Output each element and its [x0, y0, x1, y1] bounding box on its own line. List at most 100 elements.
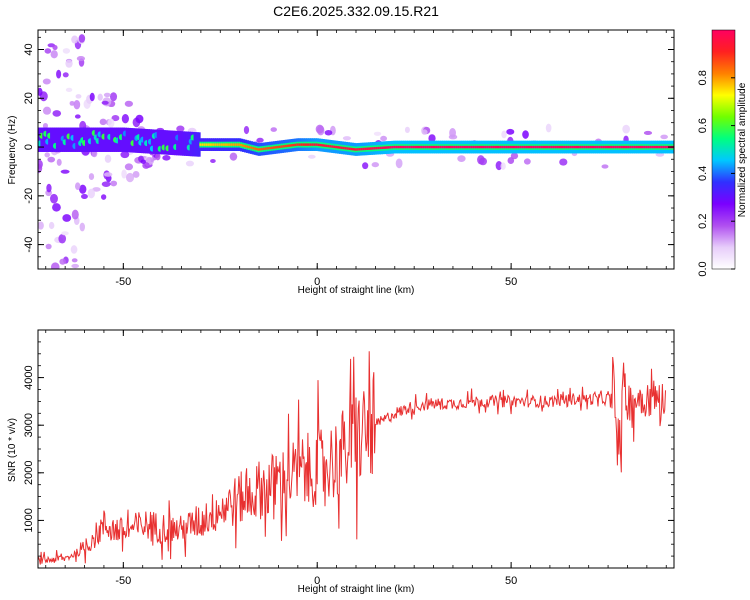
heatmap-noise-cell [428, 134, 436, 143]
heatmap-ridge-core [352, 148, 356, 151]
heatmap-noise-cell [80, 193, 88, 200]
heatmap-ridge-halo [102, 127, 106, 152]
heatmap-ridge-core [253, 147, 257, 150]
spectrogram-x-ticks: -50 0 50 [45, 30, 667, 288]
heatmap-ridge-halo [67, 127, 71, 152]
heatmap-ridge-core [424, 145, 428, 149]
heatmap-ridge-core [267, 147, 271, 150]
heatmap-ridge-core [561, 145, 566, 149]
heatmap-ridge-core [243, 144, 248, 148]
heatmap-ridge-core [565, 145, 570, 149]
heatmap-ridge-core [370, 147, 374, 150]
heatmap-ridge-core [484, 145, 488, 149]
heatmap-ridge-core [529, 145, 533, 149]
heatmap-ridge-halo [92, 127, 96, 152]
heatmap-ridge-core [465, 145, 469, 149]
heatmap-ridge-core [449, 145, 453, 149]
heatmap-ridge-core [311, 143, 316, 146]
heatmap-ridge-core [499, 145, 504, 149]
heatmap-ridge-core [306, 143, 310, 146]
heatmap-ridge-core [587, 145, 591, 149]
heatmap-noise-cell [140, 159, 146, 164]
heatmap-ridge-halo [176, 130, 180, 156]
heatmap-ridge-core [288, 144, 292, 147]
heatmap-ridge-halo [106, 127, 110, 152]
heatmap-ridge-core [575, 145, 579, 149]
heatmap-ridge-core [397, 145, 401, 149]
heatmap-ridge-core [399, 145, 403, 149]
heatmap-ridge-core [294, 143, 298, 147]
heatmap-noise-cell [448, 134, 458, 140]
heatmap-noise-cell [99, 118, 107, 126]
heatmap-noise-cell [495, 160, 503, 171]
heatmap-noise-cell [103, 172, 113, 177]
y-tick-label: 4000 [23, 365, 35, 389]
heatmap-ridge-core [515, 145, 519, 149]
spectrogram-heatmap [38, 34, 674, 269]
heatmap-noise-cell [89, 92, 95, 102]
heatmap-noise-cell [643, 130, 653, 136]
heatmap-ridge-halo [178, 131, 182, 156]
heatmap-ridge-core [418, 145, 422, 149]
heatmap-ridge-core [459, 145, 463, 149]
y-tick-label: 20 [23, 92, 35, 104]
heatmap-noise-cell [61, 231, 69, 236]
heatmap-ridge-core [333, 145, 337, 149]
heatmap-noise-cell [545, 123, 552, 133]
heatmap-noise-cell [50, 50, 58, 59]
heatmap-noise-cell [373, 131, 382, 136]
heatmap-noise-cell [70, 245, 78, 254]
heatmap-noise-cell [56, 69, 62, 79]
heatmap-ridge-core [228, 143, 232, 146]
heatmap-ridge-halo [187, 131, 191, 157]
heatmap-noise-cell [120, 151, 130, 159]
heatmap-ridge-core [602, 145, 606, 149]
heatmap-ridge-halo [160, 129, 164, 155]
heatmap-ridge-core [226, 143, 230, 146]
heatmap-ridge-halo [162, 130, 166, 155]
heatmap-ridge-core [593, 145, 597, 149]
colorbar-gradient [711, 29, 736, 270]
heatmap-ridge-core [567, 145, 571, 149]
heatmap-ridge-core [581, 145, 585, 149]
heatmap-ridge-core [391, 145, 395, 149]
heatmap-ridge-core [259, 148, 263, 151]
heatmap-noise-cell [71, 263, 80, 269]
heatmap-ridge-core [387, 146, 391, 149]
heatmap-ridge-core [558, 145, 562, 149]
heatmap-ridge-core [360, 147, 364, 151]
heatmap-ridge-core [550, 145, 554, 149]
heatmap-ridge-halo [179, 131, 184, 156]
heatmap-ridge-core [404, 145, 409, 149]
heatmap-ridge-halo [195, 132, 199, 157]
heatmap-noise-cell [46, 183, 52, 193]
heatmap-ridge-core [434, 145, 438, 149]
heatmap-ridge-halo [48, 127, 52, 152]
heatmap-ridge-core [554, 145, 558, 149]
heatmap-ridge-core [249, 146, 253, 149]
heatmap-noise-cell [79, 184, 87, 194]
heatmap-noise-cell [62, 214, 72, 222]
heatmap-ridge-core [656, 145, 661, 149]
heatmap-ridge-core [538, 145, 542, 149]
snr-x-label: Height of straight line (km) [298, 584, 415, 595]
heatmap-ridge-core [342, 146, 347, 150]
heatmap-noise-cell [522, 130, 529, 139]
heatmap-ridge-core [222, 143, 226, 146]
heatmap-ridge-halo [55, 127, 60, 152]
heatmap-ridge-core [631, 145, 635, 149]
heatmap-noise-cell [155, 153, 161, 161]
heatmap-ridge-core [655, 145, 659, 149]
heatmap-ridge-core [298, 143, 302, 146]
heatmap-noise-cell [50, 193, 58, 204]
heatmap-noise-cell [97, 93, 103, 101]
heatmap-ridge-core [373, 147, 378, 150]
heatmap-ridge-core [651, 145, 655, 149]
heatmap-ridge-core [439, 145, 444, 149]
heatmap-ridge-core [560, 145, 564, 149]
heatmap-noise-cell [210, 158, 216, 164]
heatmap-ridge-core [466, 145, 471, 149]
heatmap-ridge-core [497, 145, 502, 149]
heatmap-ridge-halo [129, 128, 133, 153]
heatmap-ridge-core [278, 145, 283, 149]
